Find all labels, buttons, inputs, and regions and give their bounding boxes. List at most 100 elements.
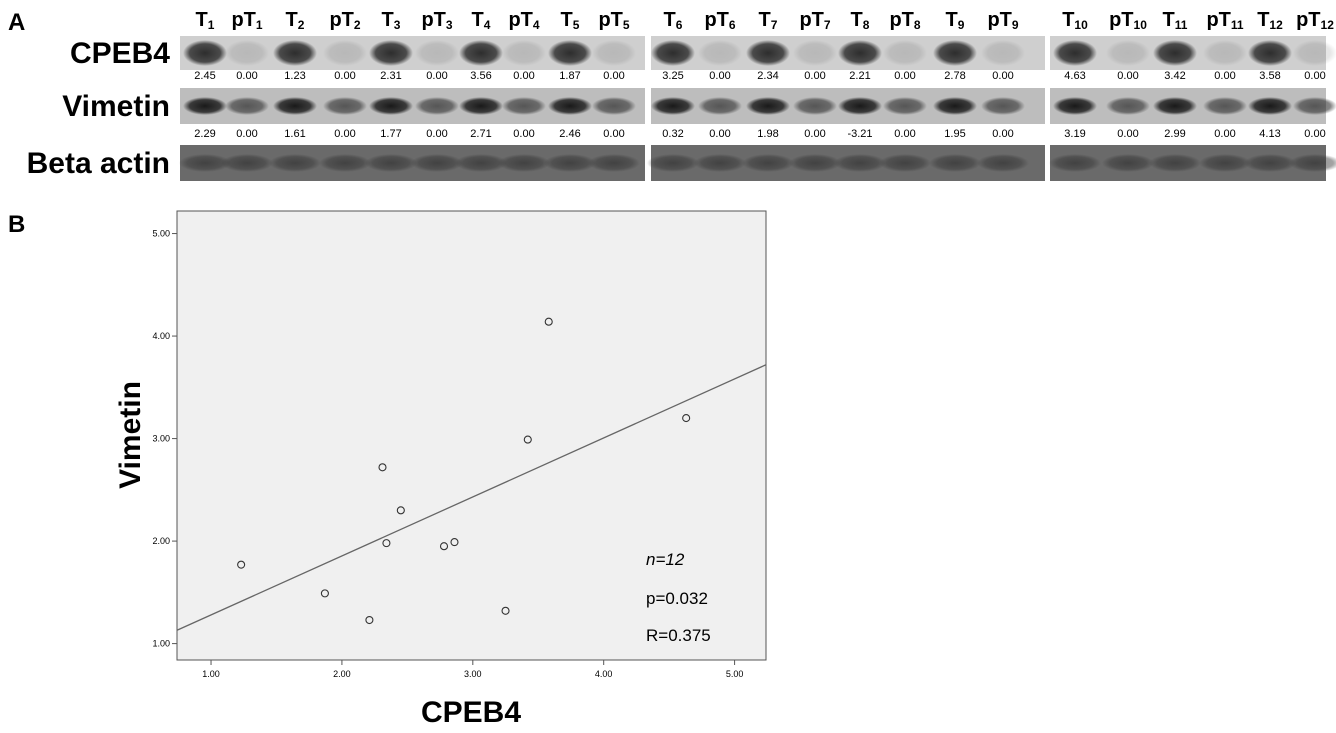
lane-prefix: pT: [598, 9, 622, 31]
lane-prefix: pT: [329, 9, 353, 31]
band-value: 1.87: [559, 70, 580, 82]
band-value: 0.00: [236, 128, 257, 140]
lane-index: 7: [771, 18, 778, 32]
blot-band: [221, 154, 273, 172]
blot-band: [1102, 154, 1154, 172]
lane-label: T8: [851, 9, 870, 32]
lane-index: 8: [914, 18, 921, 32]
lane-label: T11: [1163, 9, 1188, 32]
lane-prefix: pT: [421, 9, 445, 31]
band-value: 4.13: [1259, 128, 1280, 140]
blot-band: [933, 40, 977, 66]
lane-index: 2: [298, 18, 305, 32]
blot-band: [981, 40, 1025, 66]
lane-label: pT7: [799, 9, 830, 32]
annotation: R=0.375: [646, 626, 711, 645]
y-tick-label: 5.00: [152, 229, 170, 239]
lane-index: 12: [1321, 18, 1335, 32]
band-value: 0.00: [709, 70, 730, 82]
band-value: 1.95: [944, 128, 965, 140]
blot-band: [369, 97, 413, 115]
blot-band: [225, 97, 269, 115]
blot-band: [323, 40, 367, 66]
blot-band: [977, 154, 1029, 172]
blot-band: [319, 154, 371, 172]
blot-band: [459, 40, 503, 66]
lane-label: T2: [286, 9, 305, 32]
y-tick-label: 1.00: [152, 639, 170, 649]
band-value: 0.00: [804, 70, 825, 82]
lane-index: 10: [1134, 18, 1148, 32]
blot-band: [929, 154, 981, 172]
x-tick-label: 5.00: [726, 669, 744, 679]
lane-prefix: T: [1062, 9, 1074, 31]
lane-label: pT5: [598, 9, 629, 32]
band-value: 0.00: [1117, 70, 1138, 82]
lane-prefix: T: [946, 9, 958, 31]
panel-label: A: [8, 9, 25, 36]
blot-band: [746, 40, 790, 66]
x-tick-label: 4.00: [595, 669, 613, 679]
row-label: Beta actin: [27, 147, 170, 180]
lane-index: 11: [1231, 18, 1244, 32]
blot-band: [592, 97, 636, 115]
band-value: 3.56: [470, 70, 491, 82]
lane-label: pT2: [329, 9, 360, 32]
y-tick-label: 3.00: [152, 434, 170, 444]
lane-index: 9: [958, 18, 965, 32]
lane-prefix: pT: [508, 9, 532, 31]
blot-band: [592, 40, 636, 66]
blot-band: [415, 40, 459, 66]
lane-prefix: pT: [231, 9, 255, 31]
band-value: 0.00: [1304, 128, 1325, 140]
lane-prefix: pT: [704, 9, 728, 31]
lane-index: 1: [208, 18, 215, 32]
lane-index: 3: [446, 18, 453, 32]
blot-band: [183, 40, 227, 66]
blot-band: [502, 97, 546, 115]
band-value: 0.00: [894, 128, 915, 140]
x-axis-label: CPEB4: [421, 696, 521, 729]
lane-prefix: pT: [1109, 9, 1133, 31]
band-value: 2.99: [1164, 128, 1185, 140]
row-label: Vimetin: [62, 90, 170, 123]
lane-prefix: T: [472, 9, 484, 31]
lane-index: 12: [1269, 18, 1283, 32]
y-tick-label: 2.00: [152, 536, 170, 546]
blot-band: [365, 154, 417, 172]
lane-prefix: T: [851, 9, 863, 31]
lane-prefix: T: [286, 9, 298, 31]
blot-band: [742, 154, 794, 172]
lane-label: pT8: [889, 9, 920, 32]
lane-index: 3: [394, 18, 401, 32]
band-value: 0.00: [894, 70, 915, 82]
lane-label: T3: [382, 9, 401, 32]
lane-index: 1: [256, 18, 263, 32]
blot-band: [651, 40, 695, 66]
lane-label: pT6: [704, 9, 735, 32]
lane-index: 8: [863, 18, 870, 32]
lane-index: 4: [484, 18, 491, 32]
blot-band: [369, 40, 413, 66]
blot-band: [1203, 40, 1247, 66]
lane-prefix: pT: [799, 9, 823, 31]
blot-band: [838, 40, 882, 66]
blot-band: [1053, 40, 1097, 66]
blot-band: [269, 154, 321, 172]
blot-band: [1203, 97, 1247, 115]
band-value: 0.00: [334, 70, 355, 82]
blot-band: [1153, 40, 1197, 66]
blot-band: [1153, 97, 1197, 115]
band-value: 0.00: [426, 70, 447, 82]
blot-band: [548, 97, 592, 115]
lane-index: 5: [623, 18, 630, 32]
panel-label: B: [8, 211, 25, 238]
blot-band: [548, 40, 592, 66]
band-value: 0.00: [1304, 70, 1325, 82]
blot-band: [746, 97, 790, 115]
lane-label: pT3: [421, 9, 452, 32]
lane-index: 10: [1074, 18, 1088, 32]
blot-band: [273, 97, 317, 115]
blot-band: [1049, 154, 1101, 172]
blot-band: [588, 154, 640, 172]
